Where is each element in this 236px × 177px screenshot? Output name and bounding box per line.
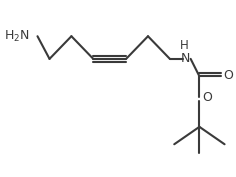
- Text: O: O: [202, 91, 212, 104]
- Text: H$_2$N: H$_2$N: [4, 29, 30, 44]
- Text: O: O: [223, 69, 233, 82]
- Text: N: N: [181, 52, 190, 65]
- Text: H: H: [180, 39, 189, 52]
